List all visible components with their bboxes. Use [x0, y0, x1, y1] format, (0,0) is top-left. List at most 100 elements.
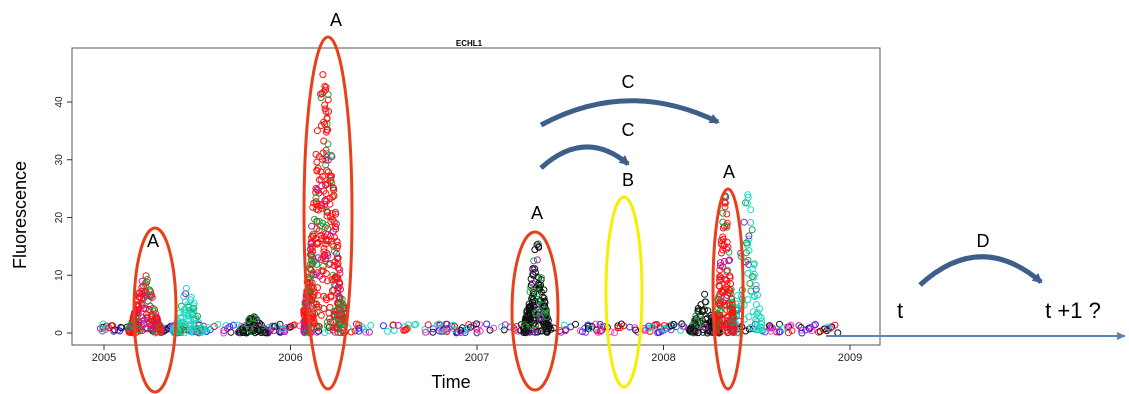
baseline-point [384, 327, 392, 335]
secondary-burst-point [180, 319, 188, 327]
baseline-point [780, 324, 788, 332]
burst-point [317, 231, 325, 239]
burst-point [527, 318, 535, 326]
baseline-point [645, 322, 653, 330]
secondary-burst-point [188, 325, 196, 333]
baseline-point [618, 320, 625, 328]
baseline-point [808, 327, 816, 335]
baseline-point [767, 327, 775, 335]
burst-point [333, 273, 341, 281]
annotation-t-plus-1: t +1 ? [1045, 298, 1101, 323]
burst-point [718, 249, 725, 257]
plot-frame [71, 47, 881, 346]
highlight-a-2008 [711, 187, 745, 391]
x-tick-label: 2006 [278, 352, 302, 364]
burst-point [714, 295, 722, 303]
secondary-burst-point [752, 285, 760, 293]
baseline-point [315, 327, 323, 335]
burst-point [314, 269, 321, 277]
burst-point [529, 279, 537, 287]
secondary-burst-point [744, 256, 752, 264]
baseline-point [429, 325, 437, 333]
burst-point [151, 306, 158, 314]
secondary-burst-point [240, 329, 248, 336]
annotation-t: t [897, 298, 903, 323]
burst-point [536, 285, 544, 293]
baseline-point [449, 321, 457, 329]
baseline-point [486, 326, 494, 334]
secondary-burst-point [751, 293, 759, 301]
burst-point [315, 303, 323, 311]
burst-point [723, 223, 731, 231]
baseline-point [797, 326, 805, 334]
burst-point [319, 263, 327, 270]
burst-point [338, 320, 346, 328]
secondary-burst-point [182, 284, 190, 292]
baseline-point [649, 323, 657, 331]
secondary-burst-point [747, 206, 755, 214]
baseline-point [824, 323, 832, 331]
baseline-point [476, 321, 483, 329]
baseline-point [421, 328, 429, 336]
secondary-burst-point [757, 324, 765, 332]
arrow-c-short [539, 144, 630, 170]
burst-point [318, 155, 326, 163]
secondary-burst-point [254, 326, 262, 334]
annotation-b: B [622, 170, 634, 190]
burst-point [723, 268, 731, 275]
baseline-point [290, 321, 298, 329]
burst-point [315, 217, 323, 225]
burst-point [716, 307, 724, 315]
baseline-point [572, 320, 579, 328]
burst-point [727, 294, 735, 302]
baseline-point [108, 322, 116, 330]
secondary-burst-point [704, 307, 712, 315]
highlight-a-2007 [510, 230, 560, 392]
baseline-point [224, 325, 231, 332]
secondary-burst-point [752, 316, 760, 324]
arrow-c-long [539, 98, 720, 128]
burst-point [314, 284, 321, 292]
burst-point [317, 311, 325, 319]
baseline-point [360, 325, 368, 333]
baseline-point [584, 322, 592, 330]
burst-point [307, 271, 315, 279]
secondary-burst-point [187, 296, 195, 304]
secondary-burst-point [185, 317, 193, 325]
burst-point [328, 209, 336, 217]
burst-point [324, 179, 332, 187]
burst-point [726, 256, 734, 264]
burst-point [536, 314, 544, 322]
burst-point [718, 322, 726, 330]
highlight-a-2006 [302, 35, 354, 391]
secondary-burst-point [745, 313, 753, 321]
baseline-point [588, 323, 596, 330]
secondary-burst-point [695, 308, 703, 316]
burst-point [336, 295, 344, 303]
secondary-burst-point [748, 226, 756, 234]
burst-point [721, 203, 729, 211]
baseline-point [811, 321, 819, 329]
highlight-b-2007 [604, 195, 644, 389]
baseline-point [271, 322, 279, 330]
burst-point [717, 273, 725, 281]
burst-point [331, 324, 339, 332]
baseline-point [831, 321, 839, 329]
burst-point [315, 227, 323, 235]
burst-point [313, 127, 321, 135]
burst-point [318, 267, 326, 275]
burst-point [322, 108, 330, 115]
burst-point [533, 256, 541, 264]
baseline-point [616, 324, 624, 332]
secondary-burst-point [182, 324, 189, 332]
burst-point [532, 309, 539, 317]
burst-point [530, 257, 538, 265]
secondary-burst-point [177, 318, 185, 326]
burst-point [319, 71, 327, 79]
burst-point [317, 122, 325, 129]
burst-point [728, 318, 736, 326]
burst-point [534, 240, 542, 248]
burst-point [323, 221, 330, 229]
secondary-burst-point [744, 296, 752, 304]
burst-point [327, 218, 335, 226]
